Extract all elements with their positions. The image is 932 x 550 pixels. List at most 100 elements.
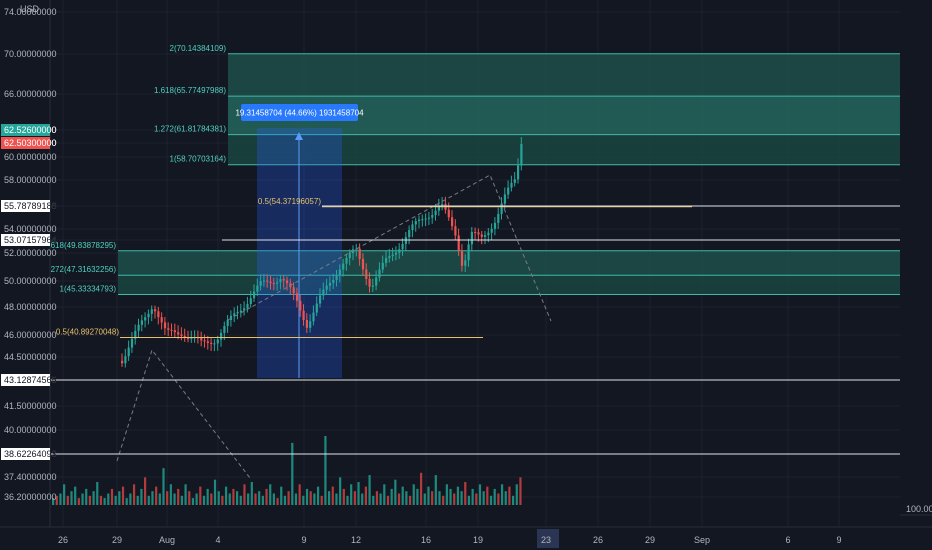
volume-bar — [221, 495, 224, 505]
volume-bar — [96, 482, 99, 505]
price-tick-label: 40.00000000 — [4, 425, 57, 435]
volume-bar — [155, 486, 158, 505]
candle-body — [480, 234, 483, 237]
time-axis[interactable]: 26 29 Aug 4 9 12 16 19 23 26 29 Sep 6 9 — [0, 526, 932, 550]
candle-body — [154, 309, 157, 312]
price-label-text: 62.52600000 — [4, 125, 57, 135]
date-tick-label: Sep — [694, 535, 710, 545]
candle-body — [140, 320, 143, 325]
price-axis-bg — [0, 0, 50, 527]
volume-bar — [423, 493, 426, 505]
price-tick-label: 50.00000000 — [4, 276, 57, 286]
candle-body — [203, 340, 206, 342]
measure-arrow-head — [295, 132, 303, 140]
price-axis[interactable]: 74.00000000 70.00000000 66.00000000 62.5260… — [0, 0, 932, 527]
candle-body — [239, 310, 242, 313]
date-tick-label: 12 — [351, 535, 361, 545]
price-label-badge — [1, 234, 50, 246]
volume-bar — [140, 488, 143, 505]
candle-body — [124, 356, 127, 364]
candle-body — [262, 280, 266, 282]
candle-body — [200, 337, 203, 341]
date-tick-label: 23 — [541, 535, 551, 545]
fib-upper-label-1: 1.618(65.77497988) — [154, 86, 226, 95]
volume-bar — [66, 495, 69, 505]
candle-body — [127, 347, 130, 357]
candle-body — [348, 252, 351, 258]
candle-body — [233, 313, 236, 316]
measure-label-box — [241, 104, 358, 121]
candle-body — [309, 321, 312, 328]
candle-body — [477, 232, 480, 235]
volume-bar — [162, 468, 165, 505]
volume-bar — [364, 486, 367, 505]
candle-body — [325, 285, 328, 290]
candle-body — [180, 334, 183, 336]
volume-bar — [169, 484, 172, 505]
volume-bar — [442, 495, 445, 505]
volume-bar — [107, 493, 110, 505]
candle-body — [418, 219, 421, 222]
volume-bar — [515, 484, 518, 505]
volume-bar — [228, 493, 231, 505]
fib-retracement-label-1: 0.5(40.89270048) — [56, 328, 120, 337]
volume-bar — [92, 491, 95, 505]
volume-bar — [342, 488, 345, 505]
volume-bar — [283, 495, 287, 505]
volume-bar — [386, 495, 390, 505]
volume-bar — [316, 486, 320, 505]
volume-bar — [383, 484, 386, 505]
candle-body — [305, 320, 308, 328]
volume-bar — [224, 486, 228, 505]
candle-body — [157, 311, 160, 318]
fib-upper-band-0 — [228, 53, 900, 97]
volume-bar — [180, 495, 183, 505]
volume-bar — [261, 495, 264, 505]
price-tick-label: 74.00000000 — [4, 7, 57, 17]
volume-bar — [372, 495, 375, 505]
volume-bar — [394, 479, 397, 505]
candle-body — [467, 244, 470, 261]
volume-bar — [151, 491, 154, 505]
price-tick-label: 54.00000000 — [4, 224, 57, 234]
volume-bar — [324, 436, 327, 505]
date-tick-label: 19 — [473, 535, 483, 545]
volume-bar — [298, 484, 301, 505]
volume-bar — [464, 482, 467, 505]
volume-bar — [99, 495, 103, 505]
candle-body — [507, 187, 510, 195]
candle-body — [220, 332, 223, 340]
candle-body — [249, 298, 252, 305]
candle-body — [421, 219, 424, 221]
pattern-line-right — [227, 174, 552, 322]
fib-upper-label-2: 1.272(61.81784381) — [154, 125, 226, 134]
candle-body — [408, 230, 411, 238]
highlighted-date-bg — [537, 529, 559, 548]
candle-body — [282, 279, 285, 281]
volume-bar — [147, 495, 150, 505]
volume-bar — [500, 484, 504, 505]
candle-body — [517, 165, 520, 180]
volume-bar — [339, 477, 342, 505]
volume-bar — [482, 491, 485, 505]
volume-bar — [52, 498, 55, 505]
price-tick-label: 37.40000000 — [4, 472, 57, 482]
candle-body — [520, 144, 523, 166]
volume-bar — [335, 493, 338, 505]
volume-bar — [70, 491, 73, 505]
price-label-badge — [1, 374, 50, 386]
date-tick-label: 9 — [836, 535, 841, 545]
volume-bar — [59, 493, 62, 505]
candle-body — [431, 215, 434, 218]
volume-bar — [247, 493, 250, 505]
fib-lower-label-2: 1(45.33334793) — [60, 284, 117, 293]
volume-bar — [280, 486, 283, 505]
candle-body — [253, 291, 256, 299]
volume-bar — [202, 495, 206, 505]
volume-bar — [81, 493, 84, 505]
volume-bar — [445, 484, 448, 505]
candle-body — [398, 249, 401, 253]
candle-body — [394, 252, 398, 255]
volume-bar — [416, 488, 419, 505]
